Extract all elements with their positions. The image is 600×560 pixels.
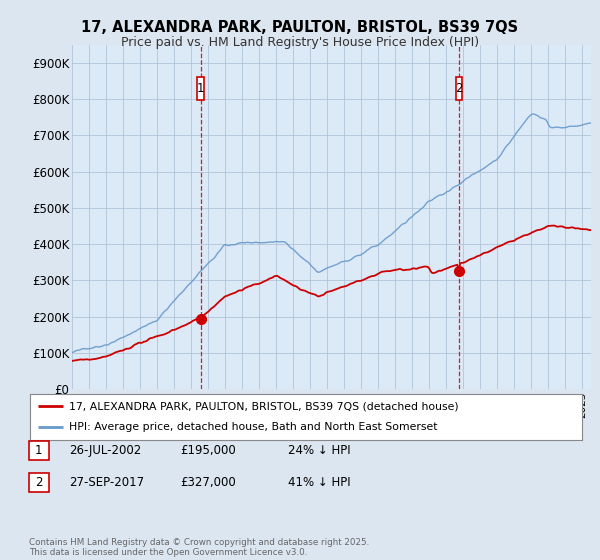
Text: £327,000: £327,000 <box>180 476 236 489</box>
Text: HPI: Average price, detached house, Bath and North East Somerset: HPI: Average price, detached house, Bath… <box>68 422 437 432</box>
Text: Price paid vs. HM Land Registry's House Price Index (HPI): Price paid vs. HM Land Registry's House … <box>121 36 479 49</box>
Text: 1: 1 <box>35 444 43 458</box>
Text: 1: 1 <box>197 82 205 95</box>
Text: Contains HM Land Registry data © Crown copyright and database right 2025.
This d: Contains HM Land Registry data © Crown c… <box>29 538 369 557</box>
Text: 17, ALEXANDRA PARK, PAULTON, BRISTOL, BS39 7QS (detached house): 17, ALEXANDRA PARK, PAULTON, BRISTOL, BS… <box>68 401 458 411</box>
Text: 2: 2 <box>455 82 463 95</box>
Text: 17, ALEXANDRA PARK, PAULTON, BRISTOL, BS39 7QS: 17, ALEXANDRA PARK, PAULTON, BRISTOL, BS… <box>82 20 518 35</box>
Text: 27-SEP-2017: 27-SEP-2017 <box>69 476 144 489</box>
Text: 2: 2 <box>35 476 43 489</box>
Text: 41% ↓ HPI: 41% ↓ HPI <box>288 476 350 489</box>
Text: 24% ↓ HPI: 24% ↓ HPI <box>288 444 350 458</box>
Text: £195,000: £195,000 <box>180 444 236 458</box>
FancyBboxPatch shape <box>197 77 204 100</box>
FancyBboxPatch shape <box>455 77 463 100</box>
Text: 26-JUL-2002: 26-JUL-2002 <box>69 444 141 458</box>
